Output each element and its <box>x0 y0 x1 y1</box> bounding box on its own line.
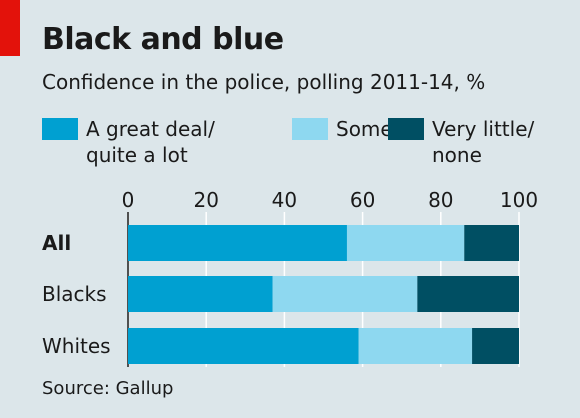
x-tick-label: 40 <box>272 188 297 212</box>
legend: A great deal/ quite a lot Some Very litt… <box>42 116 562 172</box>
legend-swatch-very-little <box>388 118 424 140</box>
x-tick-label: 0 <box>122 188 135 212</box>
legend-item-some: Some <box>292 116 393 142</box>
chart-title: Black and blue <box>42 22 284 57</box>
source-note: Source: Gallup <box>42 378 174 399</box>
x-tick-label: 100 <box>500 188 538 212</box>
legend-swatch-great-deal <box>42 118 78 140</box>
category-label: All <box>42 231 71 255</box>
x-tick-label: 60 <box>350 188 375 212</box>
legend-label-great-deal: A great deal/ quite a lot <box>86 117 215 167</box>
bar-segment <box>358 328 473 364</box>
legend-item-great-deal: A great deal/ quite a lot <box>42 116 215 168</box>
bar-segment <box>128 225 347 261</box>
chart-subtitle: Confidence in the police, polling 2011-1… <box>42 70 486 94</box>
brand-red-tag <box>0 0 20 56</box>
bar-segment <box>128 276 273 312</box>
bar-chart: 0 20 40 60 80 100 All Blacks Whites <box>42 188 538 367</box>
legend-swatch-some <box>292 118 328 140</box>
category-label: Blacks <box>42 282 107 306</box>
bar-segment <box>272 276 418 312</box>
x-tick-label: 80 <box>428 188 453 212</box>
bar-segment <box>472 328 519 364</box>
bar-segment <box>346 225 465 261</box>
legend-label-very-little: Very little/ none <box>432 117 535 167</box>
bar-segment <box>128 328 359 364</box>
category-label: Whites <box>42 334 111 358</box>
legend-item-very-little: Very little/ none <box>388 116 534 168</box>
legend-label-some: Some <box>336 117 393 141</box>
bar-segment <box>464 225 519 261</box>
x-tick-label: 20 <box>193 188 218 212</box>
bar-segment <box>417 276 519 312</box>
